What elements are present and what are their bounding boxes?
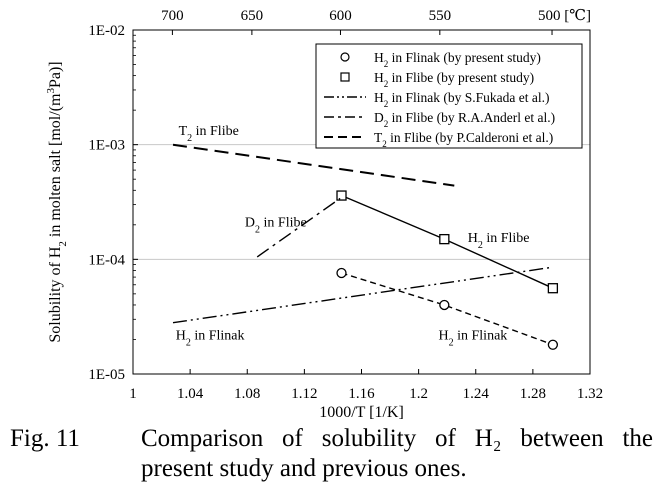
x-tick-label: 1.08 [234, 386, 260, 402]
data-point-square [439, 233, 450, 245]
y-tick-label: 1E-05 [88, 367, 125, 383]
x-tick-label: 1.04 [177, 386, 204, 402]
x-tick-label: 1.32 [577, 386, 603, 402]
legend-entry-label: D2 in Flibe (by R.A.Anderl et al.) [374, 110, 555, 129]
series-line [172, 143, 455, 187]
x-tick-label: 1.2 [409, 386, 428, 402]
legend-entry-label: H2 in Flinak (by present study) [374, 50, 541, 69]
legend-entry-label: H2 in Flinak (by S.Fukada et al.) [374, 90, 549, 109]
data-series [172, 143, 559, 350]
legend-box [315, 43, 583, 149]
top-tick-label: 650 [241, 8, 264, 24]
series-line [341, 272, 554, 346]
annotation-label: H2 in Flibe [468, 231, 530, 251]
x-tick-label: 1 [129, 386, 137, 402]
series-line [172, 266, 552, 324]
top-tick-label: 700 [161, 8, 184, 24]
annotation-label: H2 in Flinak [438, 328, 507, 348]
x-tick-label: 1.12 [291, 386, 317, 402]
annotation-label: T2 in Flibe [179, 124, 239, 144]
legend-symbol-square [340, 72, 350, 82]
caption-text: Comparison of solubility of H₂ between t… [141, 425, 653, 482]
x-tick-label: 1.28 [520, 386, 546, 402]
y-tick-label: 1E-04 [88, 252, 125, 268]
series-line [256, 197, 341, 258]
y-axis-label: Solubility of H2 in molten salt [mol/(m3… [45, 61, 69, 342]
y-tick-label: 1E-03 [88, 138, 125, 154]
data-point-circle [547, 339, 559, 350]
top-tick-label: 550 [429, 8, 452, 24]
legend-entry-label: H2 in Flibe (by present study) [374, 70, 534, 89]
solubility-chart: 1E-05 1E-04 1E-03 1E-02 1 1.04 1.08 1.12 1.16 1.2… [45, 8, 603, 420]
data-point-circle [336, 267, 347, 279]
top-tick-label: 500 [℃] [538, 8, 591, 24]
x-tick-label: 1.24 [463, 386, 490, 402]
annotations: T2 in Flibe D2 in Flibe H2 in Flibe H2 in F… [176, 124, 530, 348]
y-tick-label: 1E-02 [88, 23, 125, 39]
data-point-square [547, 283, 559, 294]
legend-entry-label: T2 in Flibe (by P.Calderoni et al.) [374, 130, 553, 149]
axes: 1E-05 1E-04 1E-03 1E-02 1 1.04 1.08 1.12 1.16 1.2… [45, 8, 603, 420]
x-axis-label: 1000/T [1/K] [319, 404, 404, 420]
annotation-label: D2 in Flibe [245, 215, 307, 235]
annotation-label: H2 in Flinak [176, 328, 245, 348]
caption-number: Fig. 11 [10, 425, 80, 452]
legend-symbol-circle [340, 52, 350, 62]
data-point-circle [439, 299, 450, 311]
top-tick-label: 600 [329, 8, 352, 24]
data-point-square [336, 190, 347, 201]
x-tick-label: 1.16 [348, 386, 375, 402]
legend: H2 in Flinak (by present study)H2 in Fli… [315, 43, 583, 149]
